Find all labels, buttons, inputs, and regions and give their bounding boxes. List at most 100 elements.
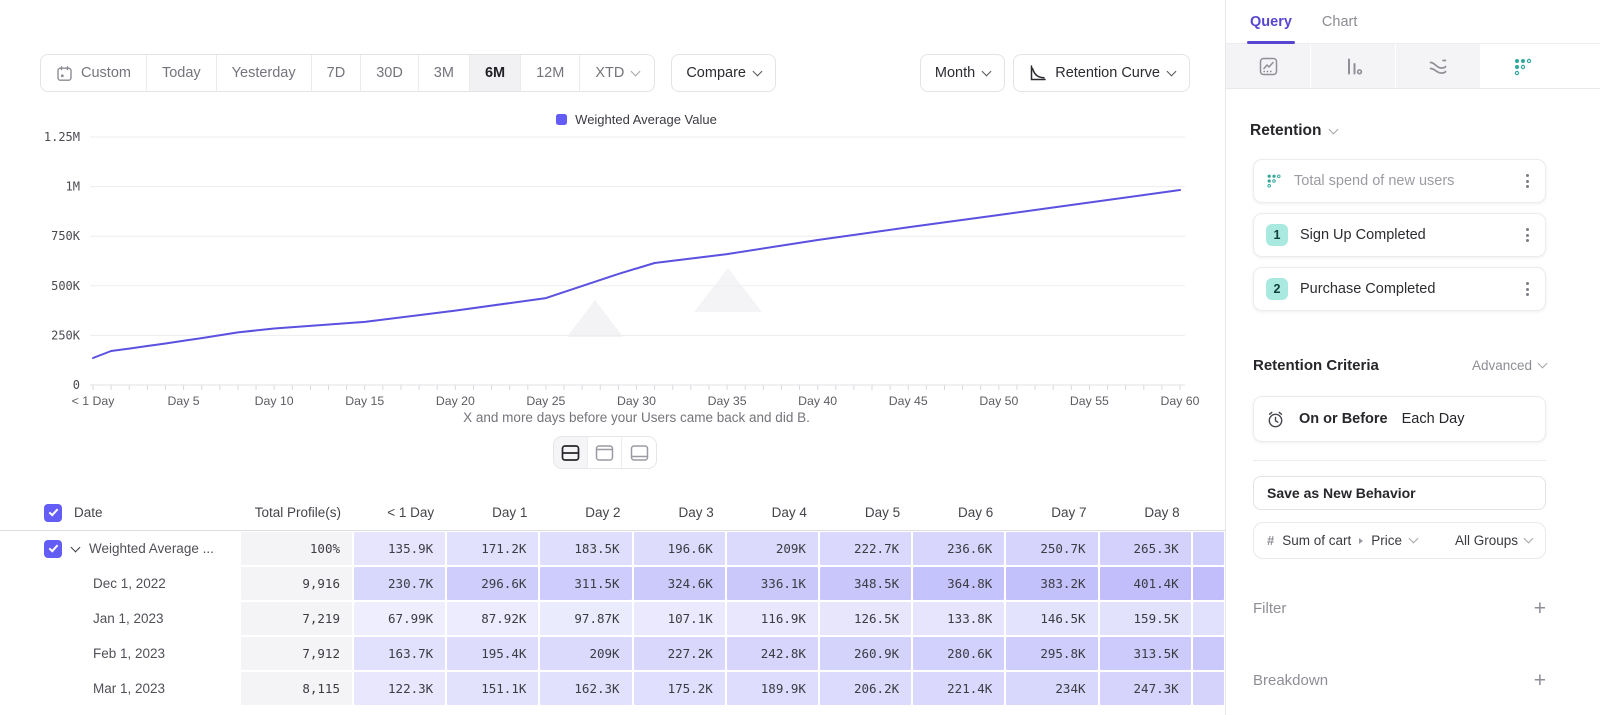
granularity-button[interactable]: Month [920, 54, 1005, 92]
retention-value-cell[interactable]: 280.6K [913, 637, 1004, 670]
criteria-mode-dropdown[interactable]: Advanced [1472, 358, 1546, 373]
retention-value-cell[interactable]: 122.3K [354, 672, 445, 705]
step-card-1[interactable]: 1 Sign Up Completed [1253, 213, 1546, 257]
range-7d[interactable]: 7D [312, 55, 362, 91]
kebab-menu-icon[interactable] [1522, 278, 1533, 300]
row-label[interactable]: Jan 1, 2023 [0, 601, 240, 636]
row-label[interactable]: Mar 1, 2023 [0, 671, 240, 706]
retention-value-cell[interactable]: 250.7K [1006, 532, 1097, 565]
header-day-5[interactable]: Day 5 [819, 505, 912, 520]
funnels-icon[interactable] [1311, 44, 1396, 89]
header-day-1[interactable]: Day 1 [446, 505, 539, 520]
header-day-2[interactable]: Day 2 [539, 505, 632, 520]
row-label[interactable]: Feb 1, 2023 [0, 636, 240, 671]
retention-value-cell[interactable]: 206.2K [820, 672, 911, 705]
retention-value-cell[interactable]: 401.4K [1100, 567, 1191, 600]
chart-type-button[interactable]: Retention Curve [1013, 54, 1190, 92]
header-day-3[interactable]: Day 3 [633, 505, 726, 520]
retention-value-cell[interactable]: 221.4K [913, 672, 1004, 705]
header-day-8[interactable]: Day 8 [1099, 505, 1192, 520]
retention-value-cell[interactable]: 236.6K [913, 532, 1004, 565]
retention-value-cell[interactable]: 67.99K [354, 602, 445, 635]
range-3m[interactable]: 3M [419, 55, 470, 91]
header-day-7[interactable]: Day 7 [1005, 505, 1098, 520]
total-profiles-cell[interactable]: 8,115 [241, 672, 352, 705]
range-12m[interactable]: 12M [521, 55, 580, 91]
insights-icon[interactable] [1226, 44, 1311, 89]
layout-chart-top-icon[interactable] [588, 437, 622, 468]
retention-value-cell[interactable]: 133.8K [913, 602, 1004, 635]
row-label[interactable]: Dec 1, 2022 [0, 566, 240, 601]
step-card-2[interactable]: 2 Purchase Completed [1253, 267, 1546, 311]
header-total-profile-s-[interactable]: Total Profile(s) [240, 505, 353, 520]
flows-icon[interactable] [1396, 44, 1481, 89]
compare-button[interactable]: Compare [671, 54, 776, 92]
measurement-property[interactable]: Price [1371, 533, 1402, 548]
retention-value-cell[interactable]: 146.5K [1006, 602, 1097, 635]
retention-value-cell[interactable]: 227.2K [634, 637, 725, 670]
retention-value-cell[interactable]: 116.9K [727, 602, 818, 635]
section-retention-dropdown[interactable]: Retention [1250, 122, 1337, 140]
retention-value-cell[interactable]: 135.9K [354, 532, 445, 565]
header-date[interactable]: Date [0, 504, 240, 522]
retention-value-cell[interactable]: 295.8K [1006, 637, 1097, 670]
retention-value-cell[interactable]: 222.7K [820, 532, 911, 565]
retention-value-cell[interactable]: 107.1K [634, 602, 725, 635]
criteria-condition-card[interactable]: On or Before Each Day [1253, 396, 1546, 442]
tab-query[interactable]: Query [1250, 0, 1292, 44]
range-custom[interactable]: Custom [41, 55, 147, 91]
retention-value-cell[interactable]: 126.5K [820, 602, 911, 635]
retention-value-cell[interactable]: 336.1K [727, 567, 818, 600]
retention-value-cell-clipped[interactable] [1193, 602, 1224, 635]
retention-value-cell-clipped[interactable] [1193, 567, 1224, 600]
retention-value-cell[interactable]: 242.8K [727, 637, 818, 670]
retention-value-cell[interactable]: 87.92K [447, 602, 538, 635]
expand-chevron-icon[interactable] [71, 542, 81, 552]
retention-value-cell[interactable]: 311.5K [540, 567, 631, 600]
retention-value-cell[interactable]: 97.87K [540, 602, 631, 635]
retention-value-cell[interactable]: 313.5K [1100, 637, 1191, 670]
retention-value-cell[interactable]: 175.2K [634, 672, 725, 705]
kebab-menu-icon[interactable] [1522, 170, 1533, 192]
retention-value-cell[interactable]: 189.9K [727, 672, 818, 705]
retention-value-cell-clipped[interactable] [1193, 532, 1224, 565]
retention-value-cell-clipped[interactable] [1193, 637, 1224, 670]
retention-value-cell[interactable]: 296.6K [447, 567, 538, 600]
retention-icon[interactable] [1481, 44, 1566, 89]
header-day-6[interactable]: Day 6 [912, 505, 1005, 520]
kebab-menu-icon[interactable] [1522, 224, 1533, 246]
range-yesterday[interactable]: Yesterday [217, 55, 312, 91]
retention-value-cell[interactable]: 383.2K [1006, 567, 1097, 600]
retention-value-cell[interactable]: 234K [1006, 672, 1097, 705]
retention-value-cell[interactable]: 163.7K [354, 637, 445, 670]
layout-table-top-icon[interactable] [622, 437, 656, 468]
retention-value-cell[interactable]: 260.9K [820, 637, 911, 670]
total-profiles-cell[interactable]: 7,912 [241, 637, 352, 670]
retention-value-cell[interactable]: 364.8K [913, 567, 1004, 600]
add-breakdown-button[interactable]: + [1534, 670, 1546, 691]
range-30d[interactable]: 30D [361, 55, 419, 91]
retention-value-cell[interactable]: 162.3K [540, 672, 631, 705]
retention-value-cell[interactable]: 324.6K [634, 567, 725, 600]
total-profiles-cell[interactable]: 9,916 [241, 567, 352, 600]
header-day-4[interactable]: Day 4 [726, 505, 819, 520]
range-today[interactable]: Today [147, 55, 217, 91]
retention-value-cell[interactable]: 171.2K [447, 532, 538, 565]
group-selector[interactable]: All Groups [1455, 533, 1532, 548]
range-xtd[interactable]: XTD [580, 55, 654, 91]
retention-value-cell[interactable]: 209K [727, 532, 818, 565]
retention-value-cell[interactable]: 348.5K [820, 567, 911, 600]
retention-value-cell[interactable]: 230.7K [354, 567, 445, 600]
header--1-day[interactable]: < 1 Day [353, 505, 446, 520]
range-6m[interactable]: 6M [470, 55, 521, 91]
measurement-event[interactable]: Sum of cart [1282, 533, 1351, 548]
behavior-card[interactable]: Total spend of new users [1253, 159, 1546, 203]
total-profiles-cell[interactable]: 7,219 [241, 602, 352, 635]
retention-value-cell[interactable]: 265.3K [1100, 532, 1191, 565]
select-all-checkbox[interactable] [44, 504, 62, 522]
retention-value-cell-clipped[interactable] [1193, 672, 1224, 705]
add-filter-button[interactable]: + [1534, 598, 1546, 619]
layout-split-view-icon[interactable] [554, 437, 588, 468]
retention-value-cell[interactable]: 183.5K [540, 532, 631, 565]
retention-value-cell[interactable]: 151.1K [447, 672, 538, 705]
